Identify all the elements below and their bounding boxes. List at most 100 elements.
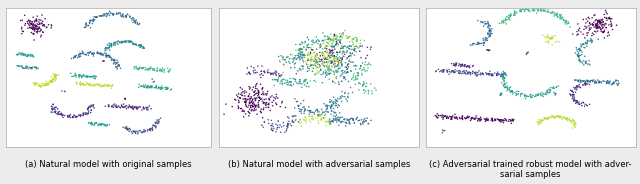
Point xyxy=(469,42,479,45)
Point xyxy=(440,114,450,117)
Point xyxy=(344,121,355,124)
Point xyxy=(114,64,124,67)
Point xyxy=(481,120,491,123)
Point xyxy=(86,75,96,78)
Point xyxy=(575,27,585,30)
Point xyxy=(530,7,540,10)
Point xyxy=(329,100,339,103)
Point xyxy=(314,70,324,73)
Point xyxy=(89,74,99,77)
Point xyxy=(67,75,77,78)
Point xyxy=(587,39,597,42)
Point xyxy=(599,80,609,83)
Point xyxy=(92,16,102,19)
Point xyxy=(323,111,333,114)
Point xyxy=(331,33,341,36)
Point xyxy=(431,70,441,73)
Point xyxy=(317,111,328,114)
Point xyxy=(316,43,326,46)
Point xyxy=(163,87,173,90)
Point xyxy=(538,34,548,37)
Point xyxy=(571,86,581,89)
Point xyxy=(88,105,99,108)
Point xyxy=(498,21,508,24)
Point xyxy=(547,10,557,13)
Point xyxy=(293,56,303,59)
Point xyxy=(326,109,337,112)
Point xyxy=(310,54,321,57)
Point xyxy=(309,112,319,115)
Point xyxy=(500,19,511,22)
Point xyxy=(571,46,581,49)
Point xyxy=(572,79,582,82)
Point xyxy=(321,120,332,123)
Point xyxy=(497,75,508,78)
Point xyxy=(49,75,60,78)
Point xyxy=(76,82,86,85)
Point xyxy=(477,72,488,75)
Point xyxy=(261,106,271,109)
Point xyxy=(29,26,40,29)
Point xyxy=(92,50,102,53)
Point xyxy=(246,109,257,112)
Point xyxy=(41,26,51,29)
Point xyxy=(77,82,87,85)
Point xyxy=(318,52,328,55)
Point xyxy=(298,51,308,54)
Point xyxy=(253,94,263,97)
Point xyxy=(604,81,614,84)
Point xyxy=(273,78,283,81)
Point xyxy=(243,98,253,101)
Point xyxy=(118,40,128,43)
Point xyxy=(249,97,259,100)
Point xyxy=(143,67,154,70)
Point xyxy=(303,105,314,108)
Point xyxy=(458,114,468,117)
Point xyxy=(137,67,147,70)
Point xyxy=(304,54,314,56)
Point xyxy=(594,20,604,22)
Point xyxy=(140,66,150,69)
Point xyxy=(319,114,330,117)
Point xyxy=(26,67,36,70)
Point xyxy=(256,70,266,73)
Point xyxy=(601,11,611,14)
Point xyxy=(39,24,49,26)
Point xyxy=(506,12,516,15)
Point xyxy=(147,86,157,89)
Point xyxy=(244,101,255,104)
Point xyxy=(595,22,605,25)
Point xyxy=(463,65,473,68)
Point xyxy=(328,51,338,54)
Point xyxy=(69,55,79,58)
Point xyxy=(257,72,267,75)
Point xyxy=(331,69,341,72)
Point xyxy=(103,85,113,88)
Point xyxy=(484,27,495,30)
Point xyxy=(536,8,546,11)
Point xyxy=(130,19,140,22)
Point xyxy=(78,51,88,54)
Point xyxy=(476,20,486,23)
Point xyxy=(320,35,330,38)
Point xyxy=(26,31,36,34)
Point xyxy=(593,21,603,24)
Point xyxy=(536,10,547,13)
Point xyxy=(37,83,47,86)
Point xyxy=(339,75,349,78)
Point xyxy=(331,102,341,105)
Point xyxy=(162,87,172,90)
Point xyxy=(528,9,538,12)
Point xyxy=(313,115,323,118)
Point xyxy=(241,104,251,107)
Point xyxy=(504,88,515,91)
Point xyxy=(255,73,265,76)
Point xyxy=(244,87,255,90)
Point xyxy=(330,65,340,68)
Point xyxy=(126,106,136,109)
Point xyxy=(501,22,511,25)
Point xyxy=(327,60,337,63)
Point xyxy=(354,81,364,84)
Point xyxy=(87,52,97,55)
Point xyxy=(296,48,307,51)
